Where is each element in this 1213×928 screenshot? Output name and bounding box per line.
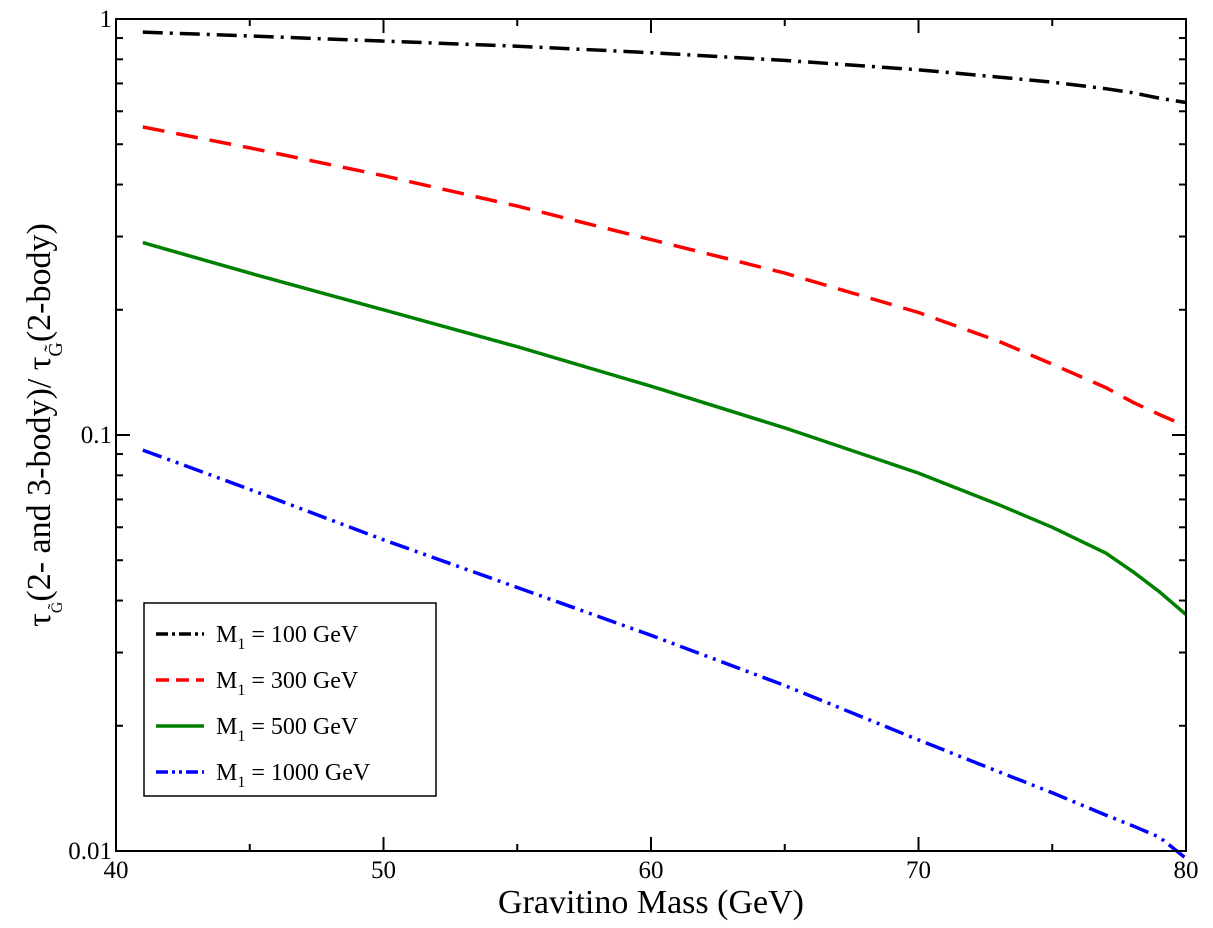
axis-ticks: 40 50 60 70 80 0.01 0.1 1 xyxy=(68,6,1198,884)
y-tick-label: 1 xyxy=(100,6,113,33)
x-tick-label: 80 xyxy=(1174,857,1199,884)
plot-marks xyxy=(142,30,1188,860)
x-tick-label: 40 xyxy=(104,857,129,884)
x-tick-label: 70 xyxy=(906,857,931,884)
legend-label-1: M1 = 100 GeV xyxy=(216,622,359,653)
y-axis-title: τG̃(2- and 3-body)/ τG̃(2-body) xyxy=(21,223,67,627)
y-title-sub-2: G̃ xyxy=(43,342,67,356)
y-title-middle: (2- and 3-body)/ τ xyxy=(21,357,58,602)
legend-box xyxy=(143,602,437,797)
y-tick-label: 0.01 xyxy=(68,838,112,865)
series-line-2 xyxy=(142,125,1187,428)
x-tick-label: 50 xyxy=(371,857,396,884)
y-title-end: (2-body) xyxy=(21,223,58,342)
y-title-sub-1: G̃ xyxy=(48,601,66,613)
series-line-3 xyxy=(142,240,1188,616)
legend-label-2: M1 = 300 GeV xyxy=(216,668,359,699)
x-axis-title: Gravitino Mass (GeV) xyxy=(498,884,804,921)
legend-label-3: M1 = 500 GeV xyxy=(216,714,359,745)
x-tick-label: 60 xyxy=(639,857,664,884)
y-tick-label: 0.1 xyxy=(81,422,112,449)
y-title-tau-1: τ xyxy=(21,613,58,627)
legend: M1 = 100 GeV M1 = 300 GeV M1 = 500 GeV M1 =… xyxy=(143,602,437,797)
series-line-1 xyxy=(142,30,1187,105)
legend-label-4: M1 = 1000 GeV xyxy=(216,760,371,791)
series-line-4 xyxy=(142,448,1188,860)
